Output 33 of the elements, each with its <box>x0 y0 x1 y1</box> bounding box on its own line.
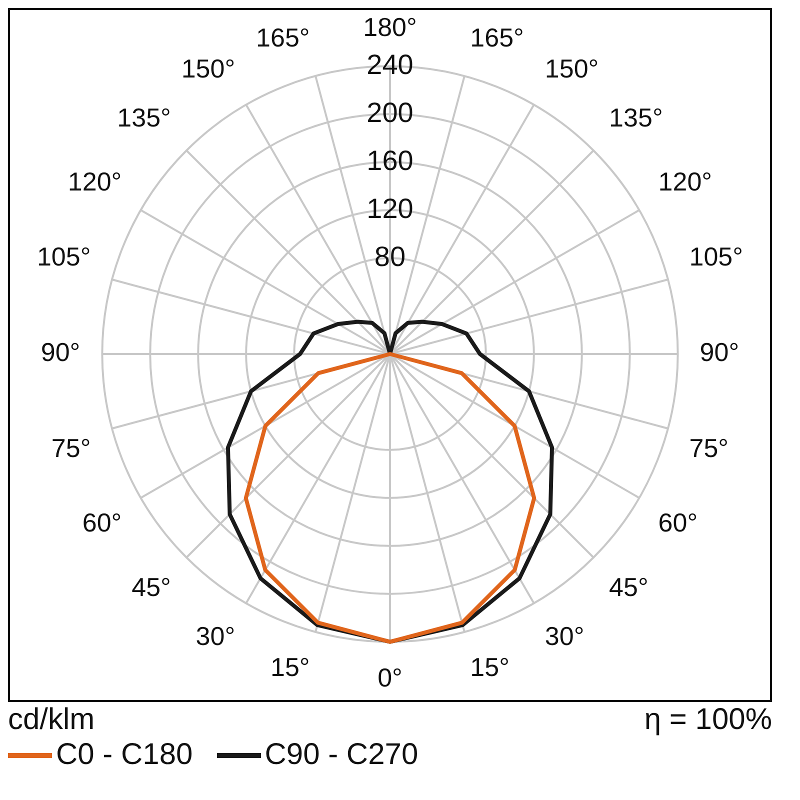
spoke-label: 180° <box>363 12 417 42</box>
spoke-label: 120° <box>68 166 122 197</box>
spoke-label: 90° <box>40 337 80 368</box>
spoke-label: 0° <box>378 662 402 693</box>
legend-label: C90 - C270 <box>264 738 418 772</box>
spoke-label: 45° <box>609 572 648 602</box>
y-tick-label: 120 <box>366 192 414 224</box>
spoke-label: 60° <box>658 508 698 538</box>
spoke-label: 45° <box>132 572 171 602</box>
text: η = 100% <box>644 703 772 736</box>
y-tick-label: 80 <box>374 240 406 272</box>
spoke-label: 15° <box>270 652 310 682</box>
spoke-label: 15° <box>470 652 510 682</box>
spoke-label: 105° <box>36 241 91 272</box>
spoke-label: 165° <box>256 22 310 52</box>
spoke-label: 135° <box>609 102 663 133</box>
spoke-label: 120° <box>658 166 712 197</box>
spoke-label: 75° <box>689 432 729 463</box>
spoke-label: 150° <box>181 53 236 84</box>
text: cd/klm <box>8 702 95 738</box>
spoke-label: 75° <box>51 432 91 463</box>
legend-label: C0 - C180 <box>56 738 193 772</box>
spoke-label: 150° <box>544 53 599 84</box>
spoke-label: 30° <box>196 621 236 652</box>
spoke-label: 165° <box>470 22 524 52</box>
spoke-label: 90° <box>700 337 740 368</box>
spoke-label: 60° <box>82 508 122 538</box>
spoke-label: 105° <box>689 241 744 272</box>
y-tick-label: 160 <box>366 144 414 176</box>
spoke-label: 135° <box>117 102 171 133</box>
y-tick-label: 200 <box>366 96 414 128</box>
spoke-label: 30° <box>544 621 584 652</box>
y-tick-label: 240 <box>366 48 414 80</box>
